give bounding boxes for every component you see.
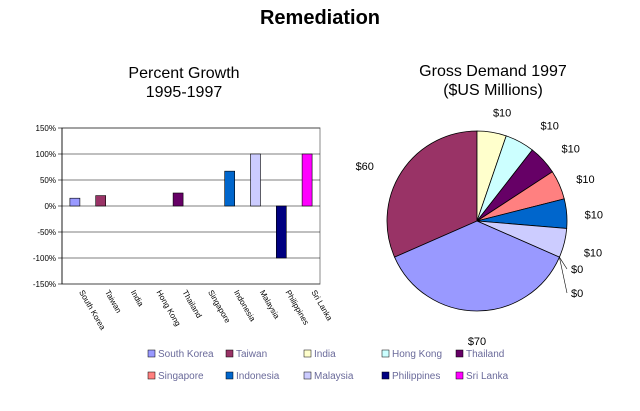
bar-chart-title-line-2: 1995-1997 xyxy=(145,84,223,101)
x-tick-label: Taiwan xyxy=(103,289,123,315)
pie-data-label: $10 xyxy=(585,209,603,221)
pie-slice-taiwan xyxy=(386,130,478,258)
bar-sri-lanka xyxy=(301,153,313,207)
legend-swatch-malaysia xyxy=(303,371,312,380)
legend-swatch-south-korea xyxy=(147,349,156,358)
bar-indonesia xyxy=(224,170,235,207)
legend-label-indonesia: Indonesia xyxy=(236,371,280,382)
pie-data-label: $70 xyxy=(468,336,486,348)
x-tick-label: Philippines xyxy=(284,289,311,327)
legend: South Korea Taiwan India Hong Kong Thailand S… xyxy=(147,349,509,382)
legend-label-hong-kong: Hong Kong xyxy=(392,349,442,360)
pie-chart: $60$10$10$10$10$10$10$0$0$70 xyxy=(356,107,603,348)
x-tick-label: Thailand xyxy=(180,289,203,320)
y-tick-label: 50% xyxy=(40,176,56,185)
legend-label-india: India xyxy=(314,349,336,360)
pie-chart-title-line-2: ($US Millions) xyxy=(443,82,543,99)
legend-label-south-korea: South Korea xyxy=(158,349,214,360)
legend-swatch-singapore xyxy=(147,371,156,380)
y-tick-label: -100% xyxy=(33,254,56,263)
legend-label-philippines: Philippines xyxy=(392,371,440,382)
y-tick-label: -150% xyxy=(33,280,56,289)
x-tick-label: Malaysia xyxy=(258,289,282,321)
pie-data-label: $10 xyxy=(493,107,511,119)
bar-chart-title-line-1: Percent Growth xyxy=(128,65,240,82)
x-tick-label: Indonesia xyxy=(232,289,257,324)
pie-data-label: $0 xyxy=(571,264,583,276)
legend-label-thailand: Thailand xyxy=(466,349,504,360)
page-title: Remediation xyxy=(259,7,381,29)
pie-data-label: $0 xyxy=(571,288,583,300)
pie-data-label: $10 xyxy=(562,144,580,156)
legend-label-singapore: Singapore xyxy=(158,371,204,382)
pie-data-label: $10 xyxy=(540,121,558,133)
legend-swatch-philippines xyxy=(381,371,390,380)
bar-chart-title: Percent Growth 1995-1997 xyxy=(84,64,284,102)
leader-line xyxy=(559,257,568,294)
y-tick-label: 0% xyxy=(44,202,56,211)
legend-label-sri-lanka: Sri Lanka xyxy=(466,371,509,382)
pie-data-label: $10 xyxy=(584,248,602,260)
bar-taiwan xyxy=(95,195,106,207)
y-tick-label: 150% xyxy=(36,124,56,133)
pie-data-label: $60 xyxy=(356,161,374,173)
legend-label-malaysia: Malaysia xyxy=(314,371,354,382)
legend-swatch-taiwan xyxy=(225,349,234,358)
bar-philippines xyxy=(275,205,287,259)
pie-chart-title: Gross Demand 1997 ($US Millions) xyxy=(388,62,598,100)
leader-line xyxy=(559,256,568,270)
x-tick-label: Sri Lanka xyxy=(309,289,334,323)
bar-malaysia xyxy=(250,153,261,207)
x-tick-label: Hong Kong xyxy=(155,289,183,328)
bar-chart: 150% 100% 50% 0% -50% -100% -150% South KoreaTa… xyxy=(33,124,334,332)
x-tick-label: Singapore xyxy=(206,289,232,326)
legend-swatch-thailand xyxy=(455,349,464,358)
y-tick-label: 100% xyxy=(36,150,56,159)
pie-chart-title-line-1: Gross Demand 1997 xyxy=(419,63,567,80)
legend-swatch-sri-lanka xyxy=(455,371,464,380)
x-tick-label: South Korea xyxy=(77,289,107,332)
pie-data-label: $10 xyxy=(576,174,594,186)
bar-thailand xyxy=(172,192,184,207)
legend-label-taiwan: Taiwan xyxy=(236,349,267,360)
legend-swatch-india xyxy=(303,349,312,358)
legend-swatch-hong-kong xyxy=(381,349,390,358)
x-tick-label: India xyxy=(129,289,146,309)
y-tick-label: -50% xyxy=(37,228,56,237)
legend-swatch-indonesia xyxy=(225,371,234,380)
pie-slice-south-korea xyxy=(394,220,560,312)
bar-south-korea xyxy=(69,197,81,207)
